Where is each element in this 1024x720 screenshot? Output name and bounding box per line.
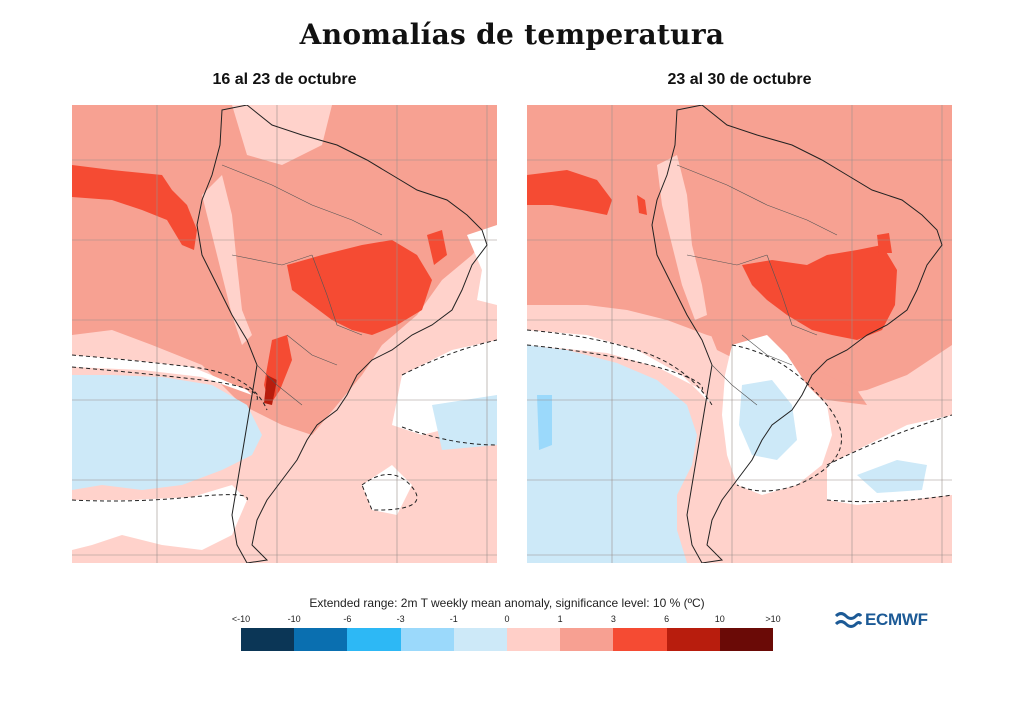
legend-tick-label: -6 [343, 614, 352, 624]
anomaly-map-week-1 [72, 105, 497, 563]
legend-swatch [453, 628, 508, 651]
legend-tick-label: -10 [287, 614, 301, 624]
legend-swatch [666, 628, 720, 651]
ecmwf-logo: ECMWF [834, 610, 928, 630]
panel-title-week-1: 16 al 23 de octubre [212, 71, 357, 88]
legend-swatch [241, 628, 295, 651]
legend-ticks: <-10 -10 -6 -3 -1 0 1 3 6 10 >10 [232, 614, 781, 626]
panel-title-week-2: 23 al 30 de octubre [667, 71, 812, 88]
legend-swatch [560, 628, 614, 651]
legend-swatch [507, 628, 561, 651]
legend-tick-label: -3 [396, 614, 405, 624]
ecmwf-logo-icon [834, 612, 862, 628]
page-title: Anomalías de temperatura [299, 18, 725, 51]
legend-tick-label: <-10 [231, 614, 251, 624]
legend-tick-label: -1 [449, 614, 458, 624]
legend-swatch [400, 628, 454, 651]
legend-tick-label: 10 [714, 614, 725, 624]
legend-color-bar [241, 628, 774, 651]
legend-swatch [347, 628, 401, 651]
legend-swatch [613, 628, 667, 651]
legend-swatch [719, 628, 774, 651]
legend-swatch [294, 628, 348, 651]
legend-caption: Extended range: 2m T weekly mean anomaly… [309, 596, 705, 610]
legend-tick-label: 3 [610, 614, 616, 624]
anomaly-map-week-2 [527, 105, 952, 563]
legend-tick-label: 0 [504, 614, 510, 624]
legend-tick-label: 6 [664, 614, 670, 624]
legend-tick-label: 1 [557, 614, 563, 624]
legend-tick-label: >10 [765, 614, 781, 624]
logo-text: ECMWF [865, 610, 928, 629]
